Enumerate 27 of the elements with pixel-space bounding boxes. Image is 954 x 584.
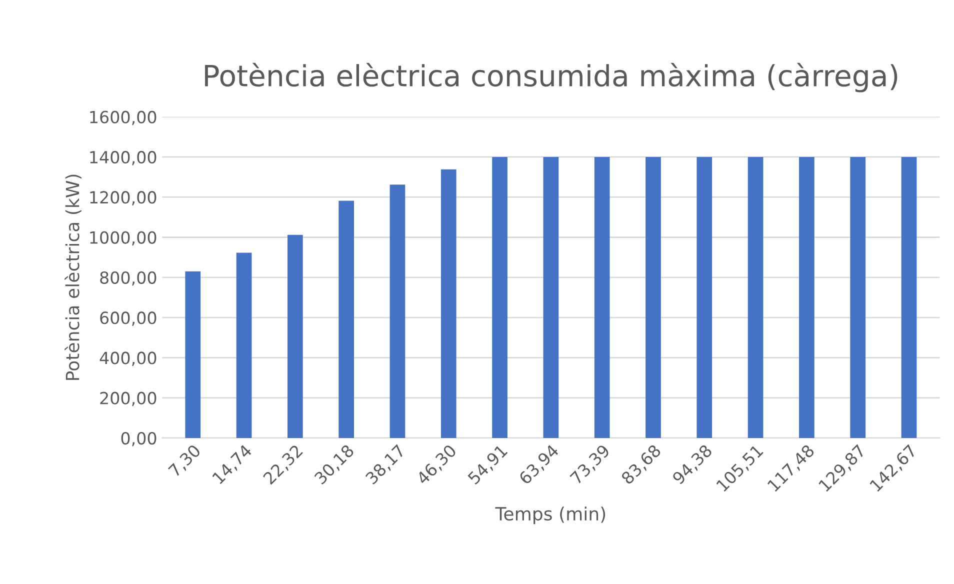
y-tick-label: 0,00 xyxy=(121,432,156,446)
bar xyxy=(799,156,814,438)
bar xyxy=(440,169,456,438)
bar xyxy=(748,156,764,438)
bar xyxy=(543,156,559,438)
bar xyxy=(338,200,354,438)
bar xyxy=(901,156,917,438)
y-axis-title: Potència elèctrica (kW) xyxy=(64,174,82,380)
y-tick-label: 1000,00 xyxy=(90,231,156,246)
y-tick-label: 1200,00 xyxy=(90,191,156,206)
x-axis-title: Temps (min) xyxy=(495,506,606,524)
bar xyxy=(594,156,610,438)
y-tick-label: 400,00 xyxy=(100,352,156,366)
bar xyxy=(492,156,508,438)
y-tick-label: 1600,00 xyxy=(90,110,156,126)
y-tick-label: 1400,00 xyxy=(90,150,156,166)
bar xyxy=(850,156,866,438)
y-tick-label: 600,00 xyxy=(100,312,156,326)
y-tick-label: 200,00 xyxy=(100,392,156,406)
bar xyxy=(696,156,712,438)
bar xyxy=(390,184,406,438)
bar xyxy=(185,271,201,438)
bar xyxy=(646,156,661,438)
bar xyxy=(288,234,303,438)
chart-title: Potència elèctrica consumida màxima (càrrega) xyxy=(205,62,898,92)
bar xyxy=(236,252,252,438)
y-tick-label: 800,00 xyxy=(100,271,156,286)
